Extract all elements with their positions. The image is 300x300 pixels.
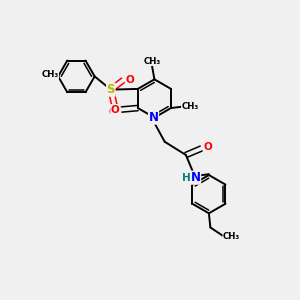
Text: H: H	[182, 173, 191, 183]
Text: S: S	[106, 83, 115, 96]
Text: O: O	[109, 107, 117, 117]
Text: O: O	[111, 104, 119, 115]
Text: CH₃: CH₃	[41, 70, 58, 80]
Text: CH₃: CH₃	[182, 102, 199, 111]
Text: O: O	[203, 142, 212, 152]
Text: CH₃: CH₃	[223, 232, 240, 241]
Text: N: N	[190, 171, 201, 184]
Text: N: N	[148, 111, 158, 124]
Text: O: O	[125, 75, 134, 85]
Text: CH₃: CH₃	[143, 57, 161, 66]
